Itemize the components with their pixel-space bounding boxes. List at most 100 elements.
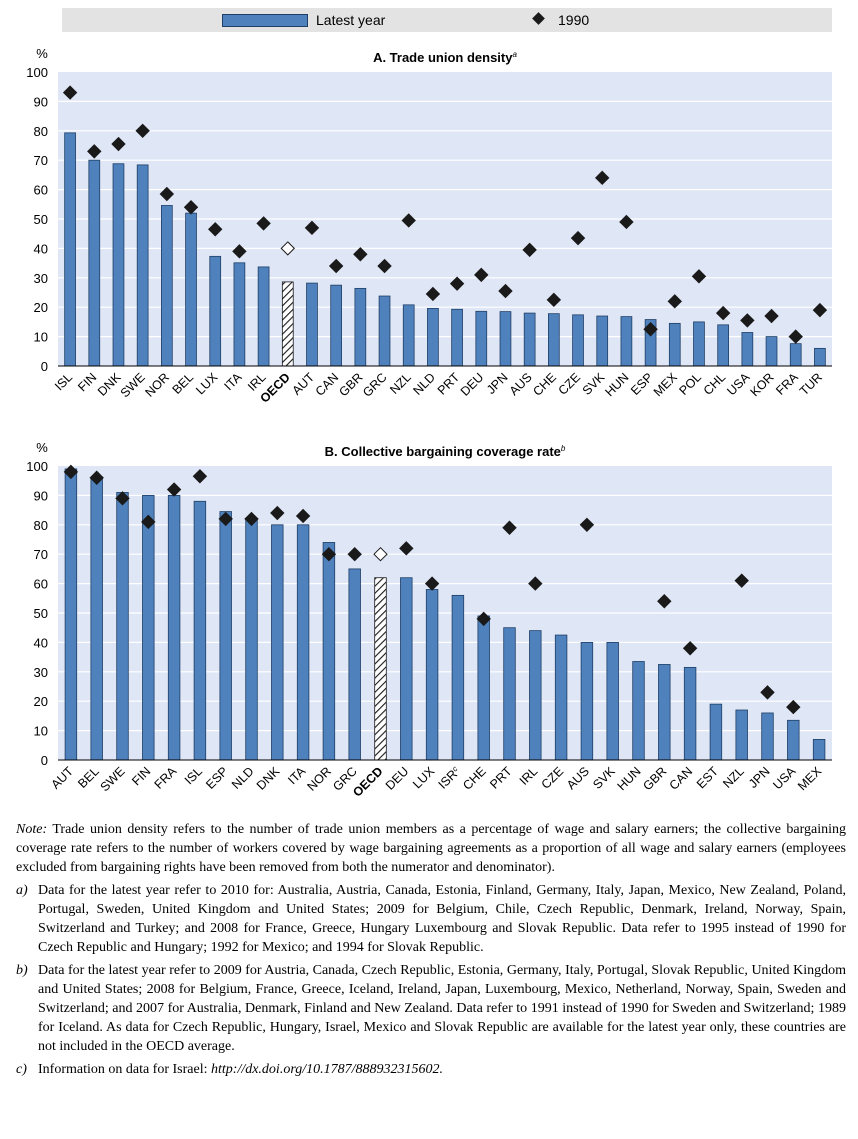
diamond-point [208, 222, 223, 237]
bar [88, 159, 101, 367]
x-tick-label: USA [724, 370, 753, 399]
bar [620, 316, 633, 367]
doi-link[interactable]: http://dx.doi.org/10.1787/888932315602. [211, 1062, 444, 1077]
bar [812, 739, 826, 761]
bar [668, 322, 681, 367]
x-tick-label: CAN [667, 764, 696, 793]
bar [580, 641, 594, 761]
x-tick-label: LUX [193, 370, 221, 398]
diamond-point [528, 576, 543, 591]
x-tick-label: AUS [507, 370, 535, 398]
bar [209, 255, 222, 367]
y-tick-label: 70 [34, 547, 48, 562]
legend-diamond-label: 1990 [558, 12, 590, 28]
x-tick-label: ISL [182, 764, 205, 787]
note-text: Trade union density refers to the number… [16, 822, 847, 875]
x-tick-label: NZL [720, 764, 747, 791]
bar [741, 332, 754, 367]
x-tick-label: PRT [435, 370, 463, 398]
y-tick-label: 80 [34, 124, 48, 139]
x-tick-label: TUR [797, 370, 825, 398]
diamond-point [232, 244, 247, 259]
x-tick-label: JPN [746, 764, 773, 791]
y-axis-label: % [36, 46, 48, 61]
notes-section: Note: Trade union density refers to the … [16, 820, 846, 1083]
chart-trade-union-density: 0 10 20 30 40 50 60 70 80 90 100% A. Trade union de… [26, 46, 832, 406]
bar [271, 524, 284, 761]
legend-diamond-icon [532, 12, 545, 25]
x-tick-label: SWE [118, 370, 148, 400]
y-tick-label: 90 [34, 94, 48, 109]
bar [606, 641, 619, 761]
bar [116, 492, 129, 761]
footnote-key: c) [16, 1062, 27, 1077]
x-tick-label: OECD [350, 764, 385, 799]
footnote-text: Data for the latest year refer to 2009 f… [38, 963, 846, 1054]
chart-title: B. Collective bargaining coverage rateb [325, 444, 566, 459]
bar [185, 212, 197, 367]
bar [306, 282, 318, 367]
x-tick-label: POL [677, 370, 705, 398]
chart-collective-bargaining-coverage: 0 10 20 30 40 50 60 70 80 90 100% B. Collective bar… [26, 440, 832, 800]
bar [64, 132, 76, 367]
bar [765, 336, 778, 367]
x-tick-label: CHE [530, 370, 559, 399]
bar [142, 495, 155, 761]
x-tick-label: GBR [336, 370, 365, 399]
diamond-point [270, 505, 285, 521]
y-axis-label: % [36, 440, 48, 455]
bar [789, 343, 802, 367]
diamond-point [570, 230, 586, 246]
x-tick-label: NOR [304, 764, 334, 794]
bar [735, 709, 748, 761]
bar [632, 661, 645, 761]
x-tick-label: BEL [75, 764, 102, 791]
diamond-point [183, 200, 199, 215]
x-tick-label: JPN [484, 370, 511, 397]
x-tick-label: CAN [313, 370, 342, 399]
x-tick-label: GBR [640, 764, 669, 793]
bar [257, 266, 270, 367]
bar [477, 615, 490, 761]
x-tick-label: SWE [98, 764, 128, 794]
bar [709, 703, 723, 761]
y-tick-label: 0 [41, 359, 48, 374]
x-tick-label: DEU [458, 370, 487, 399]
x-tick-label: IRL [517, 764, 541, 788]
diamond-point [682, 641, 698, 656]
bar [451, 308, 463, 367]
bar [402, 304, 415, 367]
diamond-point [115, 491, 130, 506]
bar [814, 347, 826, 367]
x-tick-label: NZL [387, 370, 414, 397]
diamond-point [62, 85, 78, 100]
x-tick-label: DNK [95, 370, 124, 399]
diamond-point [87, 144, 102, 159]
diamond-point [321, 546, 337, 562]
bar [90, 477, 103, 761]
bar [658, 664, 671, 761]
bar [523, 312, 536, 367]
bar [296, 524, 310, 761]
x-tick-label: MEX [795, 764, 825, 794]
footnote-text: Information on data for Israel: [38, 1062, 211, 1077]
bar [378, 295, 391, 367]
footnote-a: a) Data for the latest year refer to 201… [16, 881, 846, 957]
y-tick-label: 20 [34, 300, 48, 315]
x-tick-label: NLD [229, 764, 257, 792]
diamond-point [89, 470, 104, 485]
diamond-point [111, 136, 126, 152]
bar [322, 542, 336, 761]
diamond-point [812, 302, 828, 318]
bar [548, 313, 560, 367]
x-tick-label: USA [770, 764, 799, 793]
y-tick-label: 50 [34, 606, 48, 621]
diamond-point [304, 220, 320, 236]
y-tick-label: 20 [34, 694, 48, 709]
diamond-point [786, 699, 801, 715]
x-tick-label: EST [694, 764, 721, 791]
y-tick-label: 30 [34, 271, 48, 286]
bar [693, 321, 705, 367]
y-tick-label: 80 [34, 518, 48, 533]
diamond-point [502, 520, 517, 535]
